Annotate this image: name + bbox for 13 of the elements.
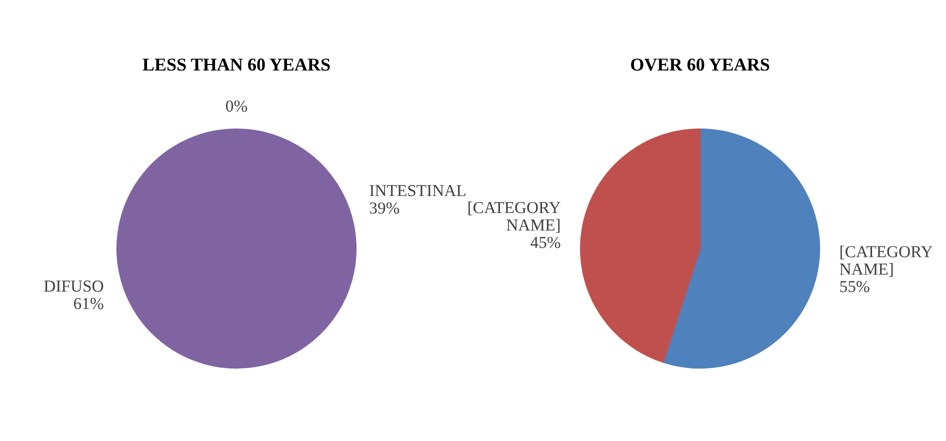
data-label: 39%: [370, 202, 400, 214]
chart-title: LESS THAN 60 YEARS: [142, 58, 330, 71]
pie-slice: [662, 128, 820, 369]
slice-label: INTESTINAL: [370, 185, 466, 196]
data-label: 55%: [840, 280, 870, 292]
slice-label: DIFUSO: [44, 280, 104, 292]
slice-label: [CATEGORY NAME]: [840, 246, 932, 277]
data-label: 45%: [530, 236, 560, 248]
text: 0%: [226, 100, 248, 112]
slice-label: [CATEGORY NAME]: [468, 201, 560, 233]
data-label: 61%: [74, 298, 104, 310]
chart-title: OVER 60 YEARS: [631, 58, 770, 71]
pie-slice: [580, 128, 701, 363]
